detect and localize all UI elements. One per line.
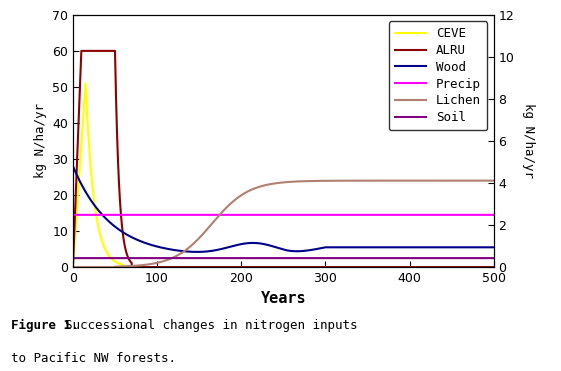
Wood	[118, 229, 125, 233]
Lichen	[70, 265, 76, 269]
Wood	[70, 164, 76, 168]
Y-axis label: kg N/ha/yr: kg N/ha/yr	[522, 104, 535, 178]
Soil	[70, 256, 76, 260]
X-axis label: Years: Years	[260, 290, 306, 306]
Soil	[436, 256, 443, 260]
CEVE	[142, 265, 149, 269]
ALRU	[249, 265, 256, 269]
Lichen	[249, 187, 256, 191]
Lichen	[490, 178, 497, 183]
Wood	[194, 250, 200, 254]
Line: CEVE: CEVE	[73, 83, 494, 267]
ALRU	[482, 265, 489, 269]
Legend: CEVE, ALRU, Wood, Precip, Lichen, Soil: CEVE, ALRU, Wood, Precip, Lichen, Soil	[389, 21, 488, 130]
Text: Successional changes in nitrogen inputs: Successional changes in nitrogen inputs	[65, 319, 357, 332]
Soil	[490, 256, 497, 260]
ALRU	[437, 265, 444, 269]
Lichen	[142, 263, 149, 267]
Precip	[490, 213, 497, 217]
Precip	[70, 213, 76, 217]
Precip	[249, 213, 256, 217]
Precip	[142, 213, 149, 217]
ALRU	[231, 265, 238, 269]
Text: to Pacific NW forests.: to Pacific NW forests.	[11, 352, 176, 365]
Line: ALRU: ALRU	[73, 51, 494, 267]
Wood	[249, 241, 256, 245]
CEVE	[490, 265, 497, 269]
Precip	[482, 213, 489, 217]
Soil	[482, 256, 489, 260]
ALRU	[78, 49, 85, 53]
Soil	[118, 256, 125, 260]
Line: Lichen: Lichen	[73, 181, 494, 267]
ALRU	[70, 265, 76, 269]
Soil	[142, 256, 149, 260]
CEVE	[118, 262, 125, 267]
Y-axis label: kg N/ha/yr: kg N/ha/yr	[34, 104, 47, 178]
Lichen	[118, 264, 125, 269]
CEVE	[482, 265, 489, 269]
Text: Figure 1.: Figure 1.	[11, 319, 79, 332]
Lichen	[231, 198, 238, 203]
ALRU	[142, 265, 149, 269]
Soil	[249, 256, 256, 260]
CEVE	[82, 81, 89, 86]
CEVE	[70, 265, 76, 269]
Wood	[482, 245, 489, 250]
Line: Wood: Wood	[73, 166, 494, 252]
Wood	[142, 241, 149, 245]
ALRU	[118, 214, 125, 218]
CEVE	[437, 265, 444, 269]
CEVE	[249, 265, 256, 269]
ALRU	[490, 265, 497, 269]
CEVE	[231, 265, 238, 269]
Precip	[436, 213, 443, 217]
Wood	[437, 245, 444, 250]
Wood	[490, 245, 497, 250]
Lichen	[482, 178, 489, 183]
Wood	[231, 243, 238, 248]
Soil	[231, 256, 238, 260]
Precip	[118, 213, 125, 217]
Lichen	[436, 178, 443, 183]
Precip	[231, 213, 238, 217]
